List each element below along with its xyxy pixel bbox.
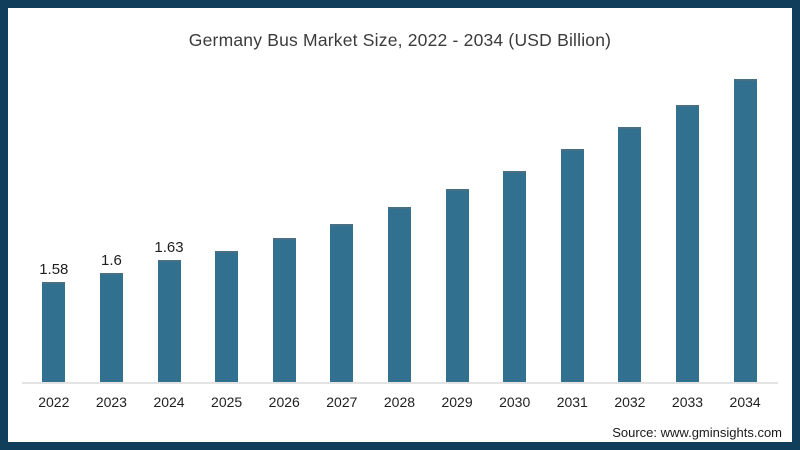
bar-2022	[42, 282, 66, 383]
plot-area: 1.58 1.6 1.63	[25, 48, 774, 383]
bar-slot-2022: 1.58	[25, 48, 83, 383]
bar-2030	[503, 171, 527, 383]
x-tick-2028: 2028	[383, 394, 416, 410]
bar-slot-2033	[659, 48, 717, 383]
x-tick-2033: 2033	[671, 394, 704, 410]
x-tick-2026: 2026	[268, 394, 300, 410]
bar-2024	[157, 260, 181, 383]
chart-title: Germany Bus Market Size, 2022 - 2034 (US…	[188, 30, 612, 50]
bar-slot-2031	[543, 48, 601, 383]
bar-2029	[445, 189, 469, 383]
x-tick-2024: 2024	[153, 394, 185, 410]
bar-value-label-2024: 1.63	[154, 239, 184, 256]
bar-slot-2025	[198, 48, 256, 383]
bar-slot-2027	[313, 48, 371, 383]
x-axis-line	[22, 382, 778, 384]
x-tick-2030: 2030	[499, 394, 531, 410]
bar-2032	[618, 127, 642, 383]
x-tick-2029: 2029	[441, 394, 473, 410]
bar-slot-2029	[428, 48, 486, 383]
bar-slot-2026	[255, 48, 313, 383]
bar-slot-2023: 1.6	[83, 48, 141, 383]
x-tick-2032: 2032	[614, 394, 646, 410]
x-tick-2034: 2034	[729, 394, 761, 410]
bar-2026	[272, 238, 296, 383]
x-tick-2022: 2022	[38, 394, 70, 410]
bar-slot-2030	[486, 48, 544, 383]
chart-content: Germany Bus Market Size, 2022 - 2034 (US…	[8, 8, 792, 442]
bar-value-label-2022: 1.58	[39, 261, 69, 278]
bar-2028	[387, 207, 411, 383]
bar-2025	[215, 251, 239, 383]
bar-2033	[676, 105, 699, 383]
source-text: Source: www.gminsights.com	[612, 425, 782, 440]
bar-slot-2028	[371, 48, 429, 383]
x-axis-labels: 2022 2023 2024 2025 2026 2027 2028 2029 2030 2031…	[25, 394, 774, 410]
x-tick-2025: 2025	[211, 394, 243, 410]
x-tick-2023: 2023	[95, 394, 127, 410]
bar-value-label-2023: 1.6	[100, 252, 122, 269]
bar-slot-2024: 1.63	[140, 48, 198, 383]
x-tick-2027: 2027	[326, 394, 358, 410]
bar-2031	[560, 149, 584, 383]
bar-2023	[99, 273, 123, 383]
bar-slot-2034	[716, 48, 774, 383]
bar-2034	[733, 79, 757, 383]
x-tick-2031: 2031	[556, 394, 588, 410]
bar-2027	[330, 224, 354, 383]
bar-slot-2032	[601, 48, 659, 383]
